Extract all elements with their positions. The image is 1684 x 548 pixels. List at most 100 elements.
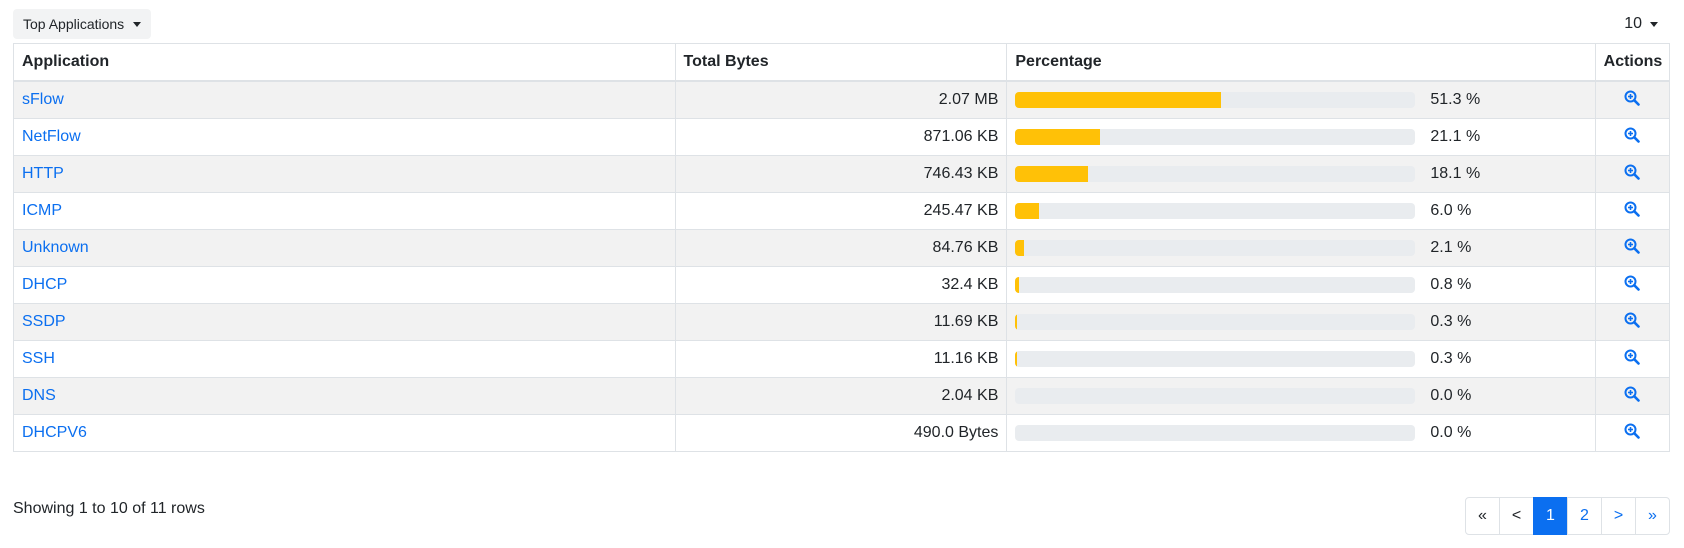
application-cell: NetFlow <box>13 118 676 156</box>
percentage-bar <box>1015 203 1416 219</box>
percentage-bar-fill <box>1015 166 1088 182</box>
table-row: DNS 2.04 KB 0.0 % <box>13 377 1671 415</box>
actions-cell <box>1594 229 1671 267</box>
percentage-cell: 51.3 % <box>1006 80 1596 119</box>
actions-cell <box>1594 80 1671 119</box>
percentage-bar <box>1015 351 1416 367</box>
zoom-in-icon[interactable] <box>1624 423 1641 444</box>
zoom-in-icon[interactable] <box>1624 349 1641 370</box>
actions-cell <box>1594 340 1671 378</box>
application-cell: ICMP <box>13 192 676 230</box>
percentage-value: 0.3 % <box>1430 350 1472 367</box>
percentage-bar <box>1015 166 1416 182</box>
header-total-bytes[interactable]: Total Bytes <box>674 43 1008 82</box>
application-link[interactable]: ICMP <box>22 202 62 219</box>
zoom-in-icon[interactable] <box>1624 164 1641 185</box>
percentage-bar-fill <box>1015 314 1017 330</box>
caret-down-icon <box>133 21 142 27</box>
table-row: NetFlow 871.06 KB 21.1 % <box>13 118 1671 156</box>
application-cell: DNS <box>13 377 676 415</box>
header-percentage[interactable]: Percentage <box>1006 43 1596 82</box>
percentage-bar <box>1015 425 1416 441</box>
percentage-value: 0.0 % <box>1430 387 1472 404</box>
table-row: sFlow 2.07 MB 51.3 % <box>13 80 1671 119</box>
next-page-button[interactable]: > <box>1601 497 1636 535</box>
application-link[interactable]: DHCP <box>22 276 68 293</box>
percentage-cell: 18.1 % <box>1006 155 1596 193</box>
first-page-button[interactable]: « <box>1465 497 1500 535</box>
percentage-value: 0.3 % <box>1430 313 1472 330</box>
percentage-cell: 21.1 % <box>1006 118 1596 156</box>
header-application[interactable]: Application <box>13 43 676 82</box>
previous-page-button[interactable]: < <box>1499 497 1534 535</box>
application-cell: Unknown <box>13 229 676 267</box>
zoom-in-icon[interactable] <box>1624 127 1641 148</box>
application-link[interactable]: DNS <box>22 387 56 404</box>
zoom-in-icon[interactable] <box>1624 312 1641 333</box>
percentage-bar <box>1015 240 1416 256</box>
page-button-2[interactable]: 2 <box>1567 497 1602 535</box>
actions-cell <box>1594 377 1671 415</box>
last-page-button[interactable]: » <box>1635 497 1670 535</box>
percentage-cell: 2.1 % <box>1006 229 1596 267</box>
percentage-bar-fill <box>1015 129 1100 145</box>
application-link[interactable]: NetFlow <box>22 128 81 145</box>
percentage-value: 18.1 % <box>1430 165 1481 182</box>
total-bytes-cell: 2.07 MB <box>674 80 1008 119</box>
application-cell: DHCPV6 <box>13 414 676 452</box>
zoom-in-icon[interactable] <box>1624 275 1641 296</box>
total-bytes-cell: 32.4 KB <box>674 266 1008 304</box>
actions-cell <box>1594 192 1671 230</box>
percentage-cell: 0.0 % <box>1006 414 1596 452</box>
total-bytes-cell: 871.06 KB <box>674 118 1008 156</box>
applications-table: Application Total Bytes Percentage Actio… <box>13 43 1671 452</box>
percentage-cell: 6.0 % <box>1006 192 1596 230</box>
application-cell: DHCP <box>13 266 676 304</box>
zoom-in-icon[interactable] <box>1624 238 1641 259</box>
actions-cell <box>1594 155 1671 193</box>
total-bytes-cell: 11.69 KB <box>674 303 1008 341</box>
zoom-in-icon[interactable] <box>1624 386 1641 407</box>
actions-cell <box>1594 118 1671 156</box>
percentage-bar <box>1015 277 1416 293</box>
percentage-cell: 0.0 % <box>1006 377 1596 415</box>
pagination: « < 1 2 > » <box>1465 497 1670 535</box>
application-cell: sFlow <box>13 80 676 119</box>
application-link[interactable]: DHCPV6 <box>22 424 87 441</box>
table-row: ICMP 245.47 KB 6.0 % <box>13 192 1671 230</box>
percentage-bar <box>1015 388 1416 404</box>
application-link[interactable]: HTTP <box>22 165 64 182</box>
percentage-value: 51.3 % <box>1430 91 1481 108</box>
total-bytes-cell: 746.43 KB <box>674 155 1008 193</box>
table-row: HTTP 746.43 KB 18.1 % <box>13 155 1671 193</box>
percentage-bar <box>1015 129 1416 145</box>
table-row: Unknown 84.76 KB 2.1 % <box>13 229 1671 267</box>
table-row: DHCPV6 490.0 Bytes 0.0 % <box>13 414 1671 452</box>
percentage-bar-fill <box>1015 92 1221 108</box>
percentage-value: 21.1 % <box>1430 128 1481 145</box>
zoom-in-icon[interactable] <box>1624 90 1641 111</box>
application-link[interactable]: SSH <box>22 350 55 367</box>
percentage-value: 0.0 % <box>1430 424 1472 441</box>
view-selector-label: Top Applications <box>23 16 125 32</box>
caret-down-icon <box>1650 21 1658 27</box>
percentage-bar-fill <box>1015 240 1024 256</box>
page-size-value: 10 <box>1624 15 1642 32</box>
zoom-in-icon[interactable] <box>1624 201 1641 222</box>
header-actions: Actions <box>1594 43 1671 82</box>
application-link[interactable]: sFlow <box>22 91 64 108</box>
page-size-dropdown[interactable]: 10 <box>1624 15 1658 33</box>
percentage-cell: 0.3 % <box>1006 340 1596 378</box>
rows-summary: Showing 1 to 10 of 11 rows <box>13 500 205 517</box>
percentage-bar-fill <box>1015 277 1019 293</box>
application-cell: SSH <box>13 340 676 378</box>
page-button-1[interactable]: 1 <box>1533 497 1568 535</box>
percentage-bar <box>1015 314 1416 330</box>
actions-cell <box>1594 303 1671 341</box>
application-link[interactable]: Unknown <box>22 239 89 256</box>
percentage-value: 2.1 % <box>1430 239 1472 256</box>
view-selector-dropdown[interactable]: Top Applications <box>13 9 152 39</box>
total-bytes-cell: 490.0 Bytes <box>674 414 1008 452</box>
application-link[interactable]: SSDP <box>22 313 66 330</box>
